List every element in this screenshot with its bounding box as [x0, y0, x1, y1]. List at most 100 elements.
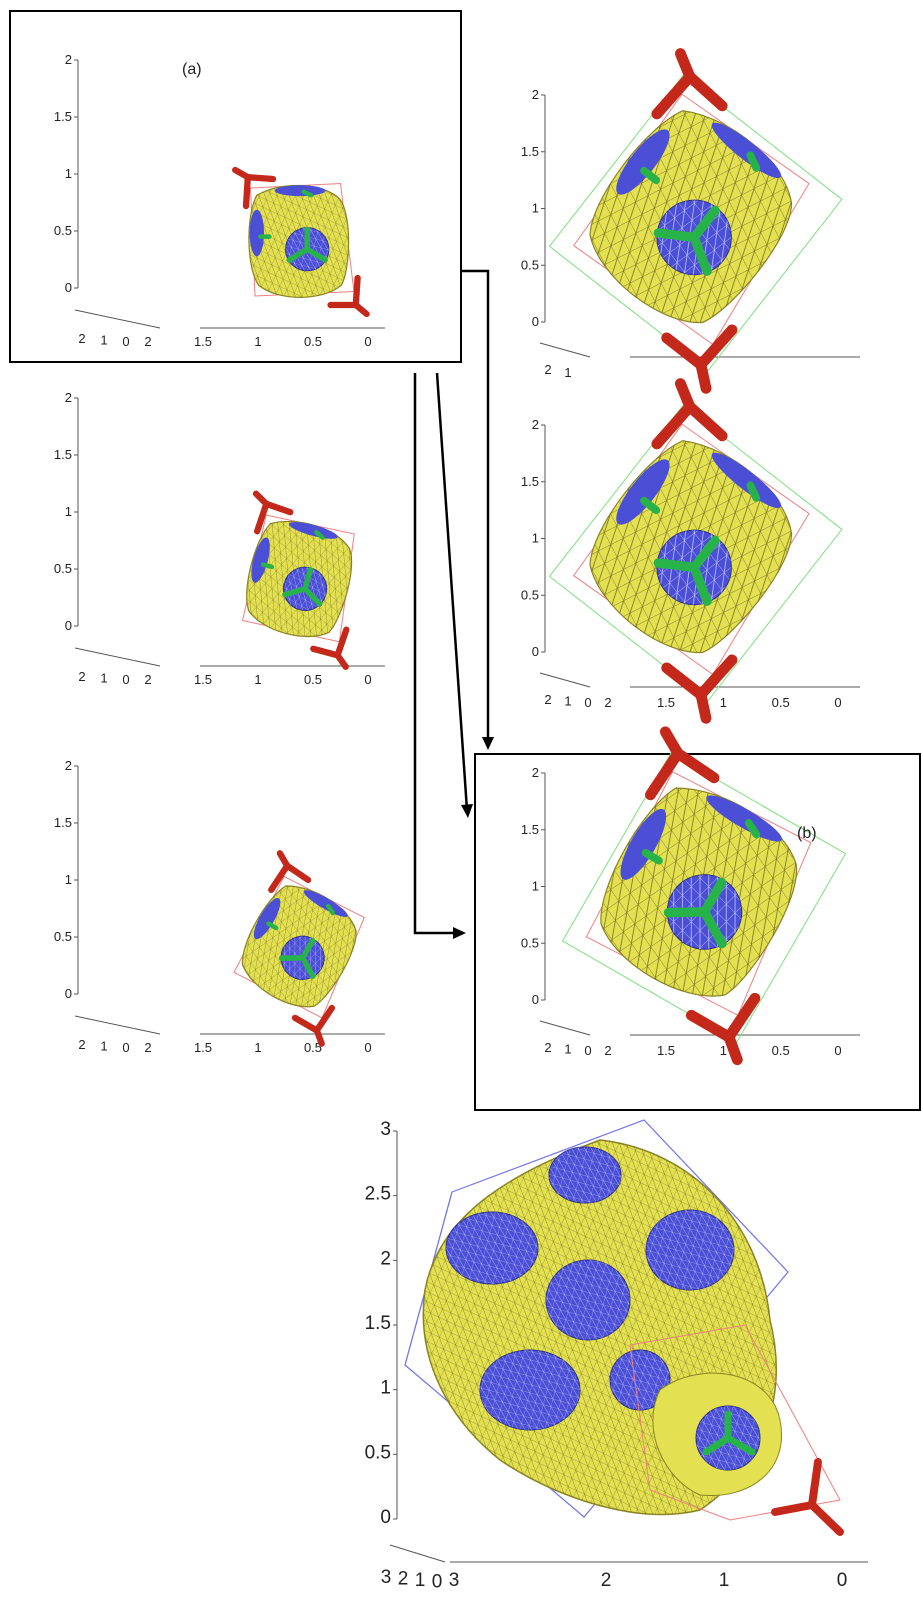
big-x-tick-label: 1: [719, 1570, 730, 1591]
big-red-rod: [771, 1501, 816, 1516]
a2-red-rod: [334, 652, 349, 670]
a3-red-rod: [313, 1004, 336, 1034]
big-red-rod: [808, 1458, 822, 1509]
b-green-tripod: [641, 819, 761, 949]
b-red-rod: [685, 1009, 735, 1043]
a2-red-rod: [252, 490, 270, 508]
big-pore-mesh: [546, 1260, 630, 1340]
panel-r1-plot: 21.510.502 1: [521, 48, 860, 394]
r1-green-rod: [640, 166, 661, 185]
r1-y-tick-label: 0.5: [521, 257, 539, 272]
a1-red-rod: [232, 166, 251, 181]
a2-x-tick-label: 1: [254, 672, 261, 687]
r2-green-cell-box: [548, 404, 843, 702]
a3-axes: [74, 766, 385, 1035]
r2-top-pore: [711, 452, 782, 509]
big-depth-tick-label: 3: [381, 1567, 392, 1588]
b-green-rod: [641, 848, 663, 865]
a2-depth-tick-label: 0: [122, 672, 129, 687]
a1-depth-tick-label: 1: [100, 333, 107, 348]
r2-y-tick-label: 1.5: [521, 474, 539, 489]
a2-x-tick-label: 0: [364, 672, 371, 687]
a2-top-pore: [288, 522, 338, 539]
a3-x-tick-label: 0.5: [304, 1040, 322, 1055]
r1-red-rod: [695, 359, 712, 394]
a1-depth-tick-label: 2: [78, 331, 85, 346]
b-depth-tick-label: 2: [544, 1040, 551, 1055]
r2-y-tick-label: 2: [532, 417, 539, 432]
r2-red-rod: [674, 378, 696, 413]
a1-red-tripods: [232, 166, 370, 318]
a2-red-rod: [310, 645, 341, 659]
a3-red-tripods: [268, 850, 336, 1047]
big-pore-mesh: [480, 1350, 580, 1430]
big-green-rod: [702, 1434, 732, 1456]
a2-y-tick-label: 1.5: [54, 447, 72, 462]
r1-top-pore: [711, 122, 782, 179]
a1-green-rod: [301, 189, 314, 198]
a1-x-tick-label: 0.5: [304, 334, 322, 349]
r2-green-rod: [689, 535, 720, 573]
b-cell: [561, 726, 847, 1066]
panel-a3-plot: 21.510.501.5 1 0.5 02 1 0 2: [54, 758, 385, 1055]
r2-green-tripod: [640, 481, 761, 606]
a1-y-tick-label: 2: [65, 52, 72, 67]
a2-green-tripod: [260, 529, 325, 607]
a1-green-rod: [286, 246, 310, 263]
a3-cell: [233, 850, 365, 1047]
b-depth-axis-line: [539, 1020, 591, 1036]
a3-y-tick-label: 2: [65, 758, 72, 773]
arrow-to-top-right: [461, 269, 490, 740]
b-y-tick-label: 1.5: [521, 822, 539, 837]
a3-y-tick-label: 1.5: [54, 815, 72, 830]
big-y-tick-label: 1.5: [365, 1313, 391, 1334]
a3-red-rod: [291, 1014, 320, 1034]
a2-red-rod: [334, 626, 350, 659]
a3-x-tick-label: 0: [364, 1040, 371, 1055]
b-green-rod: [744, 819, 761, 839]
connector-arrows: [413, 269, 490, 935]
r1-red-tripods: [651, 48, 738, 394]
r1-depth-tick-label: 1: [564, 365, 571, 380]
a1-cell: [232, 166, 370, 318]
big-depth-tick-label: 3: [449, 1570, 460, 1591]
a1-y-tick-label: 0: [65, 280, 72, 295]
a1-x-tick-label: 1: [254, 334, 261, 349]
b-red-rod: [723, 1031, 743, 1066]
big-x-tick-label: 2: [601, 1570, 612, 1591]
b-x-tick-label: 0: [834, 1043, 841, 1058]
r2-red-tripods: [651, 378, 738, 724]
a1-y-tick-label: 0.5: [54, 223, 72, 238]
b-y-tick-label: 0: [532, 992, 539, 1007]
big-pore-mesh: [446, 1212, 538, 1284]
a2-y-tick-label: 2: [65, 390, 72, 405]
a3-red-rod: [284, 862, 312, 884]
r1-y-tick-label: 0: [532, 314, 539, 329]
r2-green-rod: [689, 562, 712, 606]
a2-depth-tick-label: 2: [78, 669, 85, 684]
a3-green-rod: [266, 921, 279, 931]
r2-red-rod: [651, 401, 696, 450]
big-y-tick-label: 0.5: [365, 1442, 391, 1463]
b-x-tick-label: 1: [720, 1043, 727, 1058]
r2-cell: [548, 378, 843, 724]
big-pore-mesh: [610, 1350, 670, 1410]
big-depth-tick-label: 1: [415, 1570, 426, 1591]
a3-y-tick-label: 1: [65, 872, 72, 887]
b-side-pore: [620, 808, 667, 880]
a3-depth-tick-label: 0: [122, 1040, 129, 1055]
a3-green-rod: [326, 903, 336, 916]
a2-depth-tick-label: 2: [144, 672, 151, 687]
big-pore-mesh: [549, 1147, 621, 1203]
r2-depth-tick-label: 2: [604, 695, 611, 710]
b-x-tick-label: 0.5: [772, 1043, 790, 1058]
a2-cell: [241, 490, 355, 670]
a2-y-tick-label: 0: [65, 618, 72, 633]
a3-x-tick-label: 1.5: [194, 1040, 212, 1055]
arrow-head-diagonal: [461, 804, 473, 818]
panel-a2-plot: 21.510.501.5 1 0.5 02 1 0 2: [54, 390, 385, 687]
b-y-tick-label: 1: [532, 879, 539, 894]
r1-cell: [548, 48, 843, 394]
r2-green-rod: [746, 481, 761, 502]
r1-green-rod: [653, 228, 699, 243]
